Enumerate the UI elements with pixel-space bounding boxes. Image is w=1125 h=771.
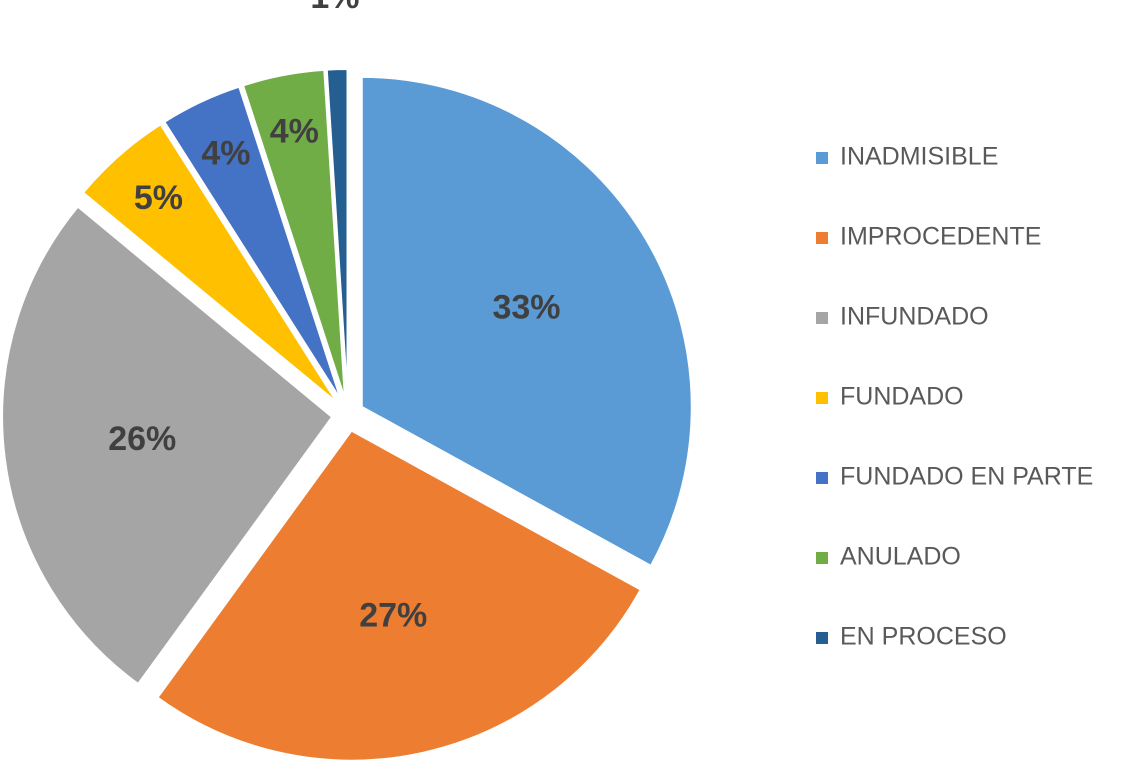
pie-slice	[1, 205, 334, 686]
legend-swatch	[816, 312, 828, 324]
pie-slice	[241, 68, 347, 400]
legend-text: EN PROCESO	[840, 623, 1007, 651]
legend-text: FUNDADO EN PARTE	[840, 463, 1093, 491]
pie-slice	[325, 68, 349, 400]
legend-swatch	[816, 472, 828, 484]
value-label: 27%	[359, 596, 427, 634]
value-label: 1%	[310, 0, 359, 16]
legend-text: FUNDADO	[840, 383, 964, 411]
value-label: 33%	[492, 288, 560, 326]
value-label: 5%	[134, 179, 183, 217]
legend-text: IMPROCEDENTE	[840, 223, 1041, 251]
pie-slice	[156, 429, 643, 762]
legend-swatch	[816, 152, 828, 164]
legend-text: ANULADO	[840, 543, 961, 571]
legend-swatch	[816, 232, 828, 244]
legend-swatch	[816, 552, 828, 564]
pie-slice	[360, 75, 693, 568]
pie-slice	[81, 122, 339, 404]
value-label: 4%	[270, 112, 319, 150]
legend-swatch	[816, 392, 828, 404]
value-label: 26%	[108, 420, 176, 458]
legend-text: INADMISIBLE	[840, 143, 998, 171]
value-label: 4%	[201, 135, 250, 173]
legend-text: INFUNDADO	[840, 303, 989, 331]
pie-slice	[162, 85, 343, 402]
legend-swatch	[816, 632, 828, 644]
